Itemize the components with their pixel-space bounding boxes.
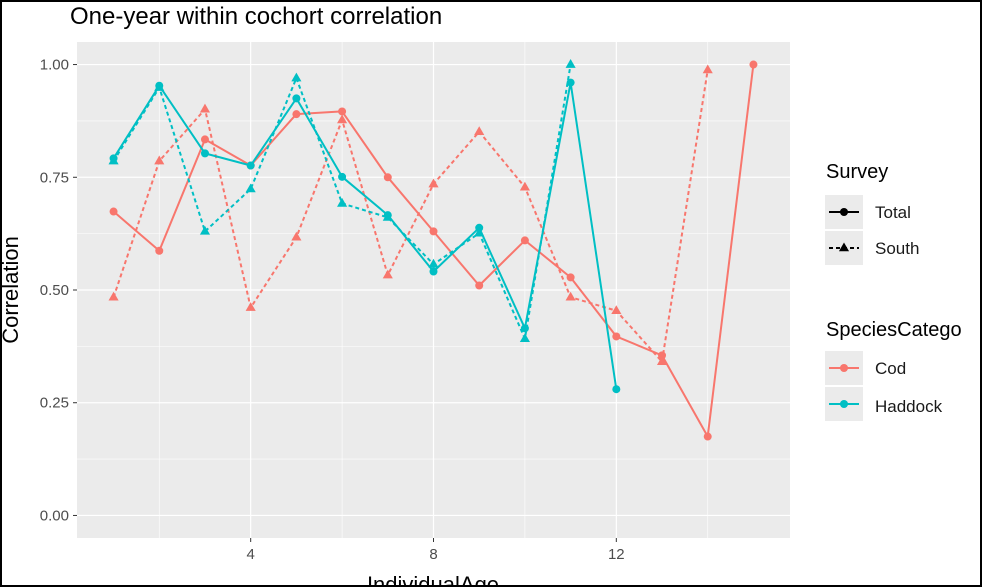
data-point-cod-total xyxy=(429,227,438,236)
data-point-cod-south xyxy=(565,291,576,301)
legend-label-haddock: Haddock xyxy=(875,397,943,416)
legend-south-marker xyxy=(838,242,850,252)
data-point-haddock-south xyxy=(519,333,530,342)
data-point-haddock-total xyxy=(200,149,209,158)
data-point-cod-total xyxy=(338,107,347,116)
data-point-cod-total xyxy=(520,236,529,245)
data-point-haddock-south xyxy=(199,225,211,235)
y-tick-label: 1.00 xyxy=(40,57,69,74)
x-tick-label: 4 xyxy=(247,546,255,563)
data-point-haddock-total xyxy=(566,78,575,87)
x-axis: 4 8 12 xyxy=(247,538,625,563)
data-point-cod-total xyxy=(292,110,301,119)
data-point-cod-total xyxy=(612,332,621,341)
data-point-haddock-south xyxy=(382,211,393,221)
data-point-cod-south xyxy=(382,269,393,279)
data-point-haddock-south xyxy=(337,197,348,207)
data-point-haddock-south xyxy=(565,59,576,68)
data-point-cod-south xyxy=(474,126,485,136)
data-point-cod-total xyxy=(475,281,484,290)
y-tick-label: 0.00 xyxy=(40,507,69,524)
legend: Survey Total South SpeciesCatego Cod Had… xyxy=(825,161,962,421)
major-gridlines xyxy=(77,42,790,538)
data-point-haddock-total xyxy=(612,385,621,394)
legend-survey-title: Survey xyxy=(826,161,888,183)
x-axis-label: IndividualAge xyxy=(367,572,499,585)
data-point-haddock-total xyxy=(292,94,301,103)
data-point-cod-total xyxy=(703,432,712,441)
series-line-cod-south xyxy=(112,69,709,363)
data-point-haddock-south xyxy=(291,72,302,82)
legend-survey-glyphs xyxy=(829,208,859,252)
x-tick-label: 8 xyxy=(429,546,437,563)
series-line-haddock-total xyxy=(112,81,618,390)
data-point-cod-total xyxy=(155,246,164,255)
data-point-cod-total xyxy=(566,273,575,282)
y-tick-label: 0.25 xyxy=(40,395,69,412)
data-point-cod-south xyxy=(154,155,165,165)
y-tick-label: 0.75 xyxy=(40,169,69,186)
legend-label-total: Total xyxy=(875,203,911,222)
y-tick-label: 0.50 xyxy=(40,282,69,299)
data-point-haddock-total xyxy=(429,267,438,276)
data-point-cod-south xyxy=(245,302,256,311)
data-point-cod-south xyxy=(291,231,302,241)
x-tick-label: 12 xyxy=(608,546,625,563)
data-point-haddock-south xyxy=(428,258,439,268)
data-point-cod-total xyxy=(749,60,758,69)
data-point-cod-total xyxy=(200,135,209,144)
data-point-haddock-south xyxy=(108,155,119,165)
y-axis: 0.00 0.25 0.50 0.75 1.00 xyxy=(40,57,77,524)
data-point-cod-south xyxy=(108,291,119,301)
series-layer xyxy=(108,59,758,441)
data-point-cod-south xyxy=(656,356,668,365)
data-point-cod-total xyxy=(383,173,392,182)
data-point-cod-south xyxy=(428,178,439,188)
legend-species-glyphs xyxy=(829,364,859,408)
data-point-haddock-total xyxy=(338,172,347,181)
y-axis-label: Correlation xyxy=(2,236,23,344)
data-point-haddock-south xyxy=(154,82,165,91)
chart-title: One-year within cochort correlation xyxy=(70,3,442,30)
data-point-cod-south xyxy=(337,114,348,124)
data-point-haddock-south xyxy=(474,227,485,237)
legend-haddock-marker xyxy=(840,400,848,408)
legend-species-title: SpeciesCatego xyxy=(826,319,962,341)
legend-label-cod: Cod xyxy=(875,359,906,378)
legend-total-marker xyxy=(840,208,848,216)
legend-label-south: South xyxy=(875,239,919,258)
legend-cod-marker xyxy=(840,364,848,372)
data-point-cod-south xyxy=(199,103,211,113)
data-point-cod-south xyxy=(702,64,713,74)
data-point-cod-south xyxy=(519,181,530,191)
data-point-haddock-south xyxy=(245,183,256,193)
data-point-cod-total xyxy=(109,207,118,216)
data-point-haddock-total xyxy=(246,161,255,170)
data-point-cod-south xyxy=(611,305,622,315)
